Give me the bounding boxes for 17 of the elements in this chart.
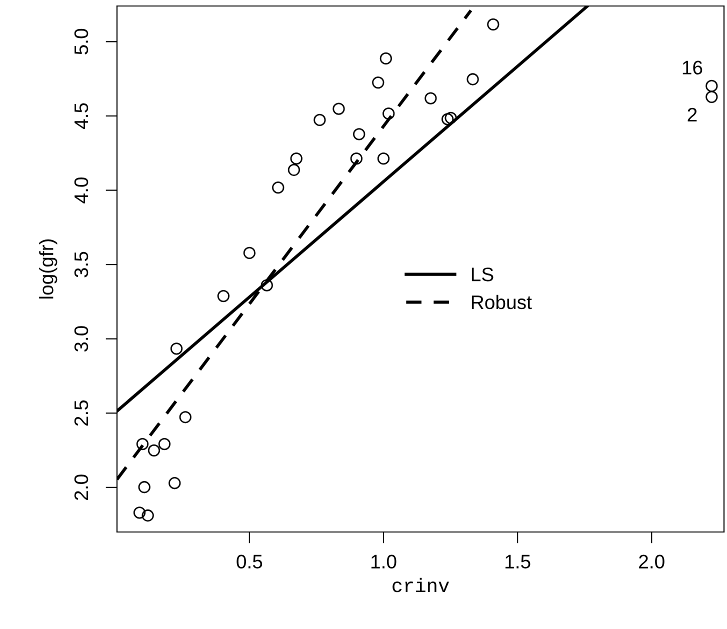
y-tick-label: 3.0 (74, 326, 88, 352)
y-axis-title: log(gfr) (39, 239, 58, 298)
y-tick-label: 5.0 (74, 28, 88, 54)
x-tick-label: 1.0 (371, 554, 396, 569)
legend-label: LS (472, 268, 494, 282)
x-axis-title: crinv (392, 578, 450, 592)
annotation: 16 (682, 60, 702, 74)
y-tick-label: 2.5 (74, 400, 88, 426)
x-tick-label: 2.0 (639, 554, 664, 569)
y-tick-label: 3.5 (74, 252, 88, 278)
x-tick-label: 0.5 (236, 554, 262, 569)
x-tick-label: 1.5 (506, 554, 530, 569)
y-tick-label: 4.0 (74, 177, 88, 204)
legend-label: Robust (472, 294, 532, 310)
y-tick-label: 4.5 (74, 103, 88, 130)
annotation: 2 (688, 108, 697, 122)
y-tick-label: 2.0 (74, 474, 88, 500)
